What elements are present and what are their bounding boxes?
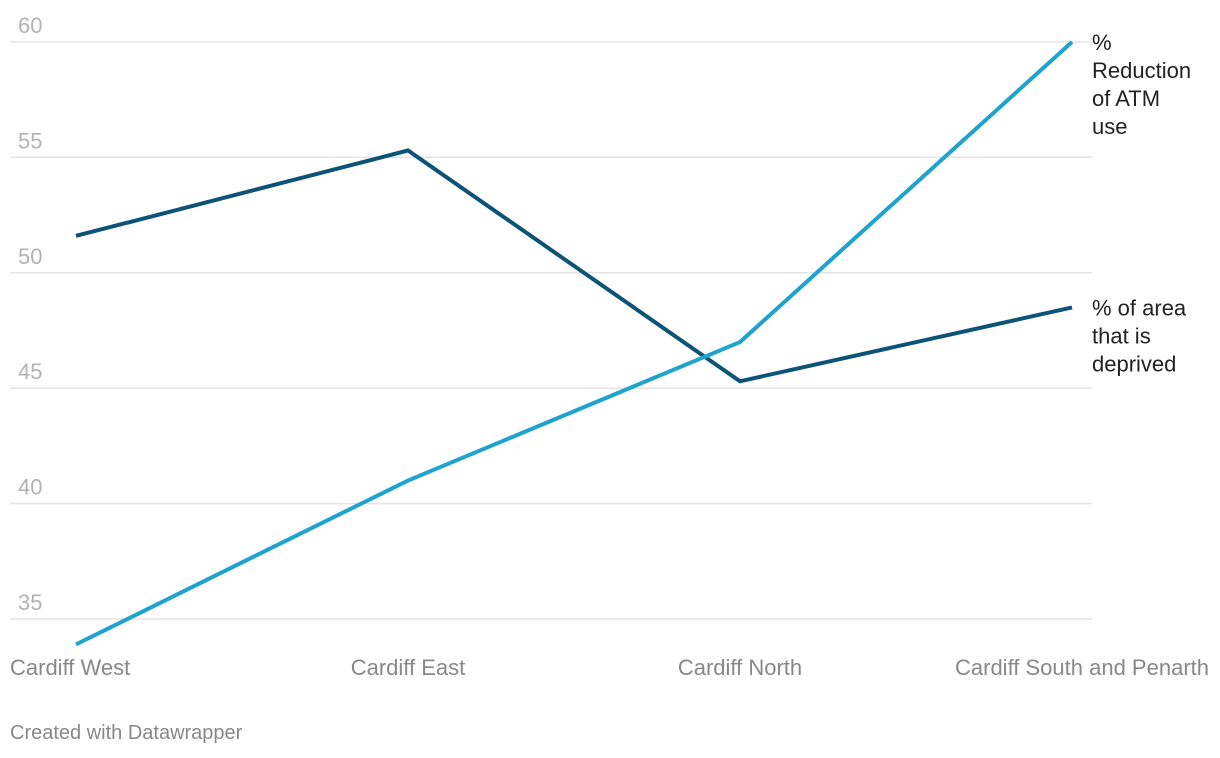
series-label-line: Reduction — [1092, 58, 1191, 83]
series-lines — [75, 40, 1074, 647]
series-line-1 — [75, 40, 1074, 647]
grid-lines — [10, 41, 1092, 620]
series-label-line: % of area — [1092, 295, 1187, 320]
y-tick-label: 40 — [18, 475, 42, 500]
series-line-0 — [75, 148, 1073, 384]
y-tick-label: 45 — [18, 359, 42, 384]
x-axis-ticks: Cardiff West Cardiff East Cardiff North Car… — [10, 655, 1209, 680]
series-label-line: % — [1092, 30, 1112, 55]
y-axis-ticks: 35 40 45 50 55 60 — [18, 13, 42, 615]
y-tick-label: 35 — [18, 590, 42, 615]
series-label-1: % Reduction of ATM use — [1092, 30, 1191, 139]
series-label-line: of ATM — [1092, 86, 1160, 111]
series-label-line: deprived — [1092, 351, 1176, 376]
series-label-line: use — [1092, 114, 1127, 139]
series-labels: % of area that is deprived% Reduction of ATM… — [1092, 30, 1191, 376]
y-tick-label: 60 — [18, 13, 42, 38]
y-tick-label: 50 — [18, 244, 42, 269]
series-label-line: that is — [1092, 323, 1151, 348]
y-tick-label: 55 — [18, 128, 42, 153]
x-tick-label: Cardiff South and Penarth — [955, 655, 1209, 680]
x-tick-label: Cardiff East — [351, 655, 466, 680]
x-tick-label: Cardiff North — [678, 655, 802, 680]
footer-credit: Created with Datawrapper — [10, 722, 243, 744]
series-label-0: % of area that is deprived — [1092, 295, 1187, 376]
x-tick-label: Cardiff West — [10, 655, 130, 680]
